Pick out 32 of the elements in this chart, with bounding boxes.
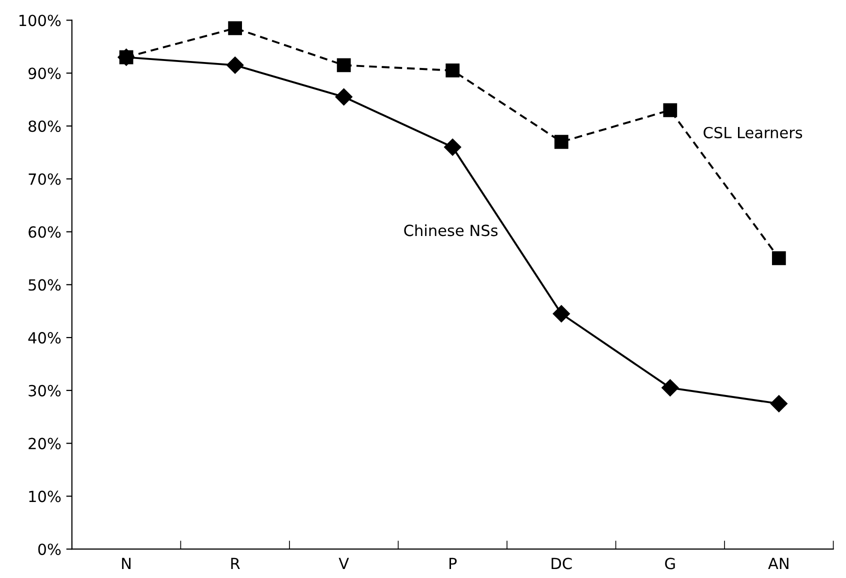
point — [228, 21, 242, 36]
y-tick-label: 100% — [19, 14, 61, 26]
point — [444, 138, 462, 156]
x-tick-label: G — [665, 558, 675, 570]
y-tick-label: 20% — [28, 438, 61, 450]
point — [554, 134, 568, 149]
series-label: Chinese NSs — [404, 224, 498, 236]
y-tick-label: 80% — [28, 120, 61, 132]
y-tick-label: 10% — [29, 490, 61, 502]
x-tick-label: N — [122, 558, 131, 570]
point — [226, 56, 244, 74]
point — [335, 88, 352, 106]
point — [446, 64, 460, 78]
series-label: CSL Learners — [704, 126, 802, 138]
point — [663, 103, 678, 118]
y-tick-label: 50% — [28, 279, 61, 291]
y-tick-label: 90% — [28, 68, 61, 80]
y-tick-label: 30% — [28, 384, 61, 396]
x-tick-label: P — [450, 558, 457, 570]
point — [770, 395, 788, 412]
x-tick-label: DC — [552, 558, 572, 570]
point — [552, 305, 570, 322]
point — [772, 251, 786, 266]
y-tick-label: 70% — [28, 173, 61, 185]
y-tick-label: 60% — [28, 226, 61, 238]
x-tick-label: R — [231, 558, 240, 570]
x-tick-label: AN — [768, 558, 788, 570]
y-tick-label: 40% — [28, 332, 61, 344]
y-tick-label: 0% — [38, 544, 61, 556]
point — [662, 379, 679, 396]
x-tick-label: V — [338, 558, 349, 570]
point — [336, 58, 351, 72]
